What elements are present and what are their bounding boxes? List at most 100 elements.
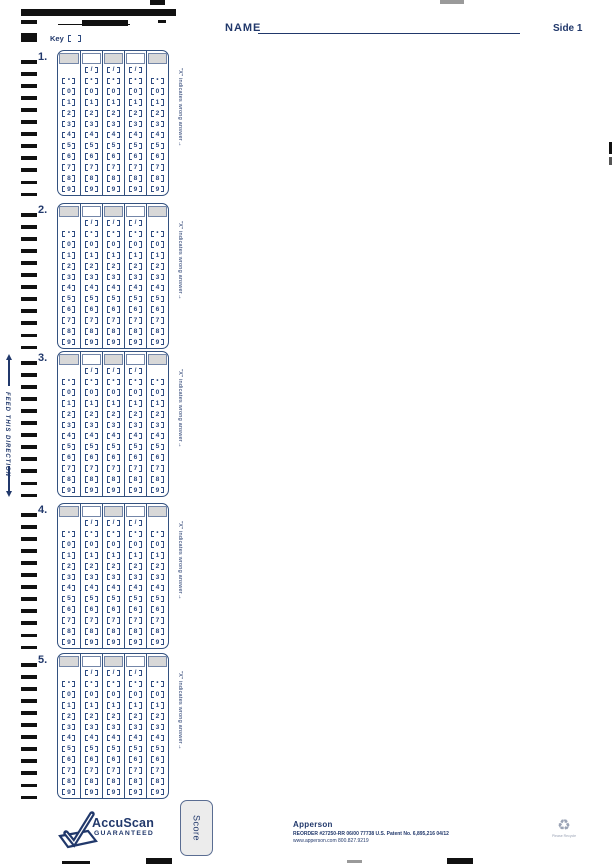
bubble[interactable]: 7 <box>62 765 76 776</box>
bubble[interactable]: • <box>106 228 120 239</box>
bubble-cell[interactable]: 1 <box>125 97 146 108</box>
bubble[interactable]: 0 <box>84 239 98 250</box>
bubble[interactable]: 5 <box>106 441 120 452</box>
bubble[interactable]: 0 <box>62 539 76 550</box>
bubble-cell[interactable]: 2 <box>81 261 102 272</box>
bubble[interactable]: 5 <box>150 441 164 452</box>
bubble-cell[interactable]: 0 <box>147 387 168 398</box>
bubble-cell[interactable]: 5 <box>147 293 168 304</box>
bubble[interactable]: 8 <box>150 776 164 787</box>
bubble[interactable]: 1 <box>150 700 164 711</box>
bubble[interactable]: 9 <box>62 787 76 798</box>
bubble[interactable]: 3 <box>150 119 164 130</box>
bubble-cell[interactable]: 2 <box>81 409 102 420</box>
bubble-cell[interactable]: 8 <box>125 326 146 337</box>
bubble[interactable]: 2 <box>84 108 98 119</box>
bubble[interactable]: 3 <box>150 572 164 583</box>
bubble[interactable]: 7 <box>62 463 76 474</box>
bubble[interactable]: 4 <box>150 283 164 294</box>
score-box[interactable]: Score <box>180 800 213 856</box>
bubble[interactable]: 1 <box>84 398 98 409</box>
bubble[interactable]: 9 <box>106 787 120 798</box>
bubble-cell[interactable]: 5 <box>125 140 146 151</box>
bubble[interactable]: 8 <box>84 173 98 184</box>
bubble-cell[interactable]: 6 <box>147 304 168 315</box>
bubble[interactable]: 1 <box>106 700 120 711</box>
bubble[interactable]: 9 <box>62 637 76 648</box>
name-input-line[interactable] <box>258 19 520 34</box>
bubble-cell[interactable]: 8 <box>58 326 80 337</box>
bubble[interactable]: 6 <box>150 151 164 162</box>
bubble[interactable]: 9 <box>150 485 164 496</box>
bubble[interactable]: 5 <box>150 593 164 604</box>
bubble[interactable]: 1 <box>62 550 76 561</box>
bubble[interactable]: 9 <box>62 337 76 348</box>
bubble-cell[interactable]: 3 <box>81 722 102 733</box>
bubble-cell[interactable]: 4 <box>147 130 168 141</box>
bubble[interactable]: 4 <box>128 130 142 141</box>
bubble-cell[interactable]: 0 <box>81 539 102 550</box>
bubble[interactable]: 1 <box>106 250 120 261</box>
bubble-cell[interactable]: 3 <box>125 119 146 130</box>
bubble[interactable]: 6 <box>62 754 76 765</box>
bubble[interactable]: 1 <box>150 398 164 409</box>
bubble-cell[interactable]: / <box>81 366 102 377</box>
bubble-cell[interactable]: • <box>58 228 80 239</box>
bubble-cell[interactable]: 4 <box>125 130 146 141</box>
bubble[interactable]: 5 <box>84 593 98 604</box>
bubble[interactable]: 0 <box>84 387 98 398</box>
bubble[interactable]: 3 <box>150 722 164 733</box>
bubble-cell[interactable]: 8 <box>147 326 168 337</box>
bubble-cell[interactable]: • <box>147 678 168 689</box>
bubble[interactable]: 9 <box>106 637 120 648</box>
bubble[interactable]: 0 <box>128 689 142 700</box>
bubble-cell[interactable]: 8 <box>81 776 102 787</box>
bubble-cell[interactable]: 7 <box>103 162 124 173</box>
bubble-cell[interactable]: 6 <box>58 304 80 315</box>
bubble[interactable]: 4 <box>84 583 98 594</box>
bubble[interactable]: 2 <box>106 108 120 119</box>
bubble-cell[interactable]: 1 <box>103 398 124 409</box>
bubble[interactable]: 4 <box>150 583 164 594</box>
bubble[interactable]: 0 <box>128 387 142 398</box>
bubble-cell[interactable]: 1 <box>125 700 146 711</box>
bubble[interactable]: • <box>106 678 120 689</box>
bubble-cell[interactable]: 6 <box>125 304 146 315</box>
bubble-cell[interactable]: 9 <box>103 184 124 195</box>
bubble-cell[interactable]: 7 <box>147 615 168 626</box>
bubble-cell[interactable]: 9 <box>81 637 102 648</box>
key-bubble[interactable] <box>67 33 81 43</box>
bubble[interactable]: 3 <box>84 722 98 733</box>
bubble-cell[interactable]: 7 <box>81 615 102 626</box>
bubble[interactable]: 8 <box>106 776 120 787</box>
bubble-cell[interactable]: 5 <box>81 293 102 304</box>
bubble-cell[interactable]: / <box>103 366 124 377</box>
bubble-cell[interactable]: 3 <box>147 420 168 431</box>
bubble-cell[interactable]: 1 <box>58 700 80 711</box>
bubble-cell[interactable]: 7 <box>58 315 80 326</box>
bubble[interactable]: • <box>150 228 164 239</box>
bubble-cell[interactable]: • <box>58 678 80 689</box>
bubble[interactable]: 6 <box>128 151 142 162</box>
bubble[interactable]: 6 <box>106 604 120 615</box>
bubble[interactable]: 4 <box>128 733 142 744</box>
bubble[interactable]: 0 <box>106 239 120 250</box>
bubble-cell[interactable]: 8 <box>81 626 102 637</box>
bubble-cell[interactable]: 1 <box>81 700 102 711</box>
bubble-cell[interactable]: 7 <box>81 463 102 474</box>
bubble[interactable]: 8 <box>62 173 76 184</box>
bubble[interactable]: 6 <box>150 304 164 315</box>
bubble-cell[interactable]: • <box>125 228 146 239</box>
bubble[interactable]: 4 <box>62 733 76 744</box>
bubble[interactable]: 5 <box>62 593 76 604</box>
bubble-cell[interactable]: 0 <box>125 539 146 550</box>
bubble-cell[interactable]: 2 <box>81 561 102 572</box>
bubble[interactable]: • <box>84 528 98 539</box>
bubble-cell[interactable]: 0 <box>81 86 102 97</box>
bubble[interactable]: 5 <box>106 743 120 754</box>
bubble[interactable]: 3 <box>150 272 164 283</box>
bubble[interactable]: 6 <box>84 452 98 463</box>
bubble-cell[interactable]: 3 <box>125 572 146 583</box>
bubble[interactable]: 9 <box>84 637 98 648</box>
bubble-cell[interactable]: 7 <box>103 615 124 626</box>
